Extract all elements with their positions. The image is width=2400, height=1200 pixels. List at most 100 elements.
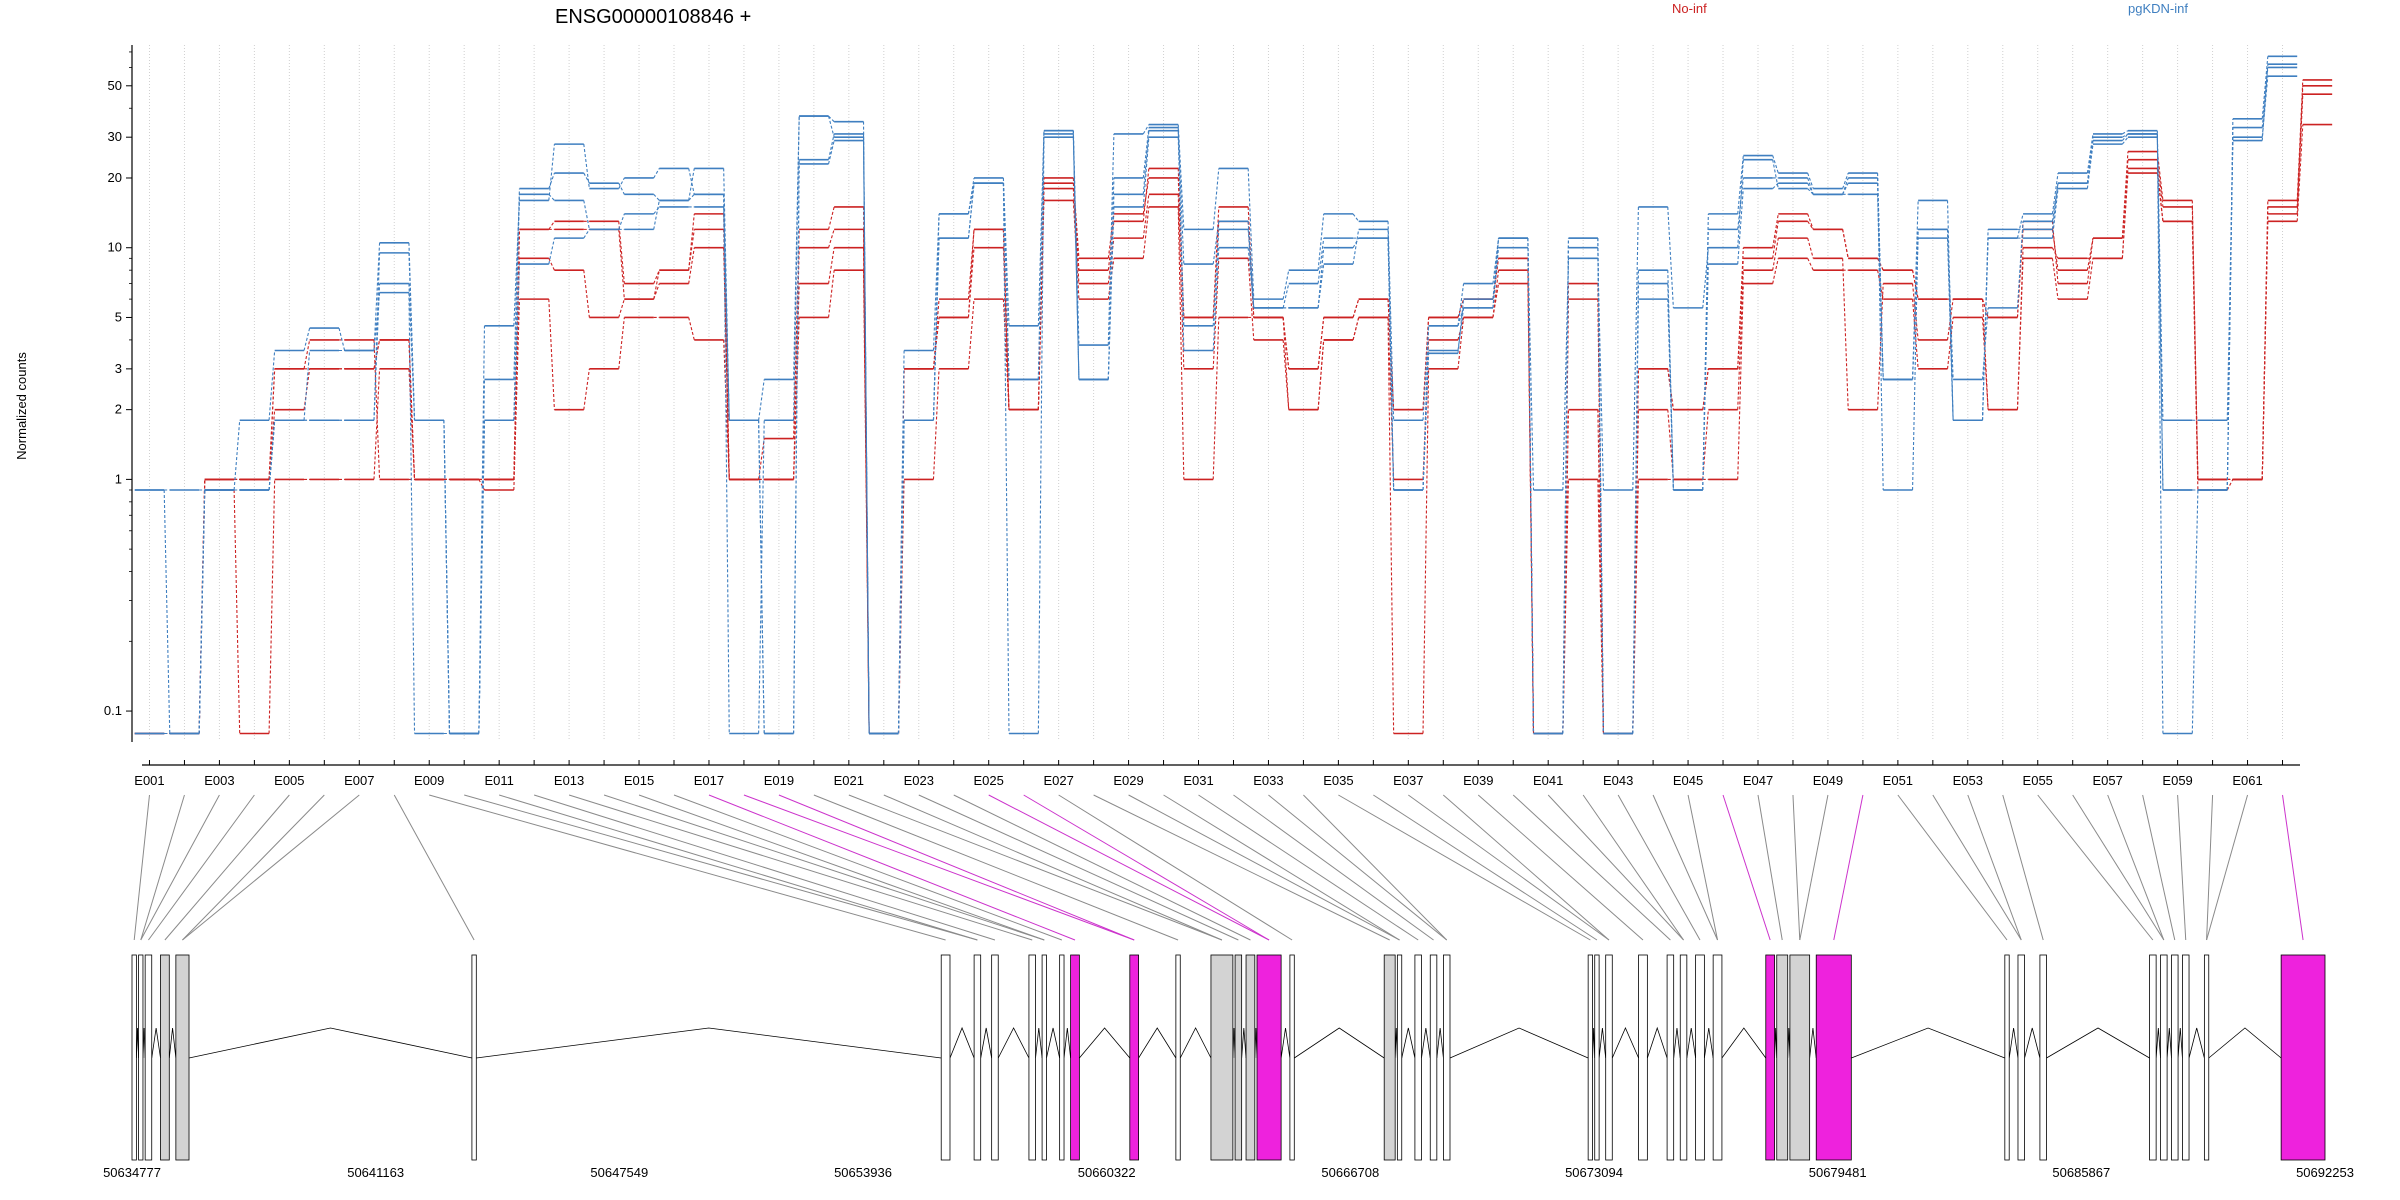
exon-connector	[1373, 794, 1598, 941]
series-connector	[1282, 317, 1290, 410]
exon-connector	[1897, 794, 2008, 941]
series-connector	[932, 213, 940, 351]
exon-block	[1443, 954, 1451, 1161]
series-connector	[1212, 258, 1220, 369]
series-connector	[2051, 173, 2059, 214]
series-connector	[2296, 124, 2304, 222]
series-connector	[1527, 238, 1535, 734]
series-connector	[1457, 298, 1465, 318]
exon-connector	[1128, 794, 1400, 941]
series-connector	[408, 292, 416, 734]
series-connector	[583, 270, 590, 318]
exon-connector	[1233, 794, 1434, 941]
series-connector	[2191, 206, 2199, 480]
exon-connector	[2002, 794, 2044, 941]
series-connector	[1772, 155, 1779, 174]
x-tick-label: E053	[1953, 773, 1983, 788]
series-connector	[2156, 130, 2164, 734]
coordinate-label: 50641163	[347, 1165, 404, 1180]
exon-connector	[393, 794, 475, 941]
exon-block	[1695, 954, 1705, 1161]
series-connector	[163, 489, 171, 734]
exon-connector	[1023, 794, 1270, 941]
exon-block	[1414, 954, 1422, 1161]
legend-no-inf: No-inf	[1672, 1, 1707, 16]
intron-line	[1703, 1027, 1714, 1059]
series-connector	[1282, 339, 1290, 410]
series-connector	[2296, 85, 2304, 207]
series-connector	[2051, 188, 2059, 239]
intron-line	[188, 1027, 472, 1059]
exon-connector	[673, 794, 1063, 941]
exon-connector	[1477, 794, 1644, 941]
exon-connector	[1268, 794, 1448, 941]
exon-connector	[918, 794, 1239, 941]
series-connector	[2121, 159, 2129, 239]
x-tick-label: E041	[1533, 773, 1563, 788]
exon-block	[940, 954, 951, 1161]
exon-block	[1605, 954, 1613, 1161]
intron-line	[2155, 1027, 2161, 1059]
x-tick-label: E017	[694, 773, 724, 788]
intron-line	[1686, 1027, 1697, 1059]
exon-connector	[182, 794, 360, 941]
intron-line	[2046, 1027, 2150, 1059]
series-connector	[2122, 130, 2129, 135]
series-connector	[1177, 194, 1185, 369]
series-connector	[1142, 137, 1150, 207]
x-tick-label: E011	[484, 773, 513, 788]
series-connector	[1772, 182, 1779, 189]
chart-title: ENSG00000108846 +	[555, 6, 751, 28]
series-connector	[1107, 213, 1115, 259]
series-connector	[828, 133, 835, 160]
exon-block	[1666, 954, 1675, 1161]
intron-line	[1421, 1027, 1431, 1059]
exon-connector	[2206, 794, 2249, 941]
exon-block	[1587, 954, 1593, 1161]
series-connector	[1107, 133, 1115, 346]
exon-block	[2017, 954, 2025, 1161]
exon-block	[1256, 954, 1282, 1161]
series-connector	[1842, 172, 1849, 189]
exon-connector	[603, 794, 1045, 941]
series-connector	[1177, 137, 1185, 326]
exon-connector	[2282, 794, 2304, 941]
exon-connector	[883, 794, 1223, 941]
series-connector	[1981, 238, 1989, 421]
series-connector	[653, 206, 660, 215]
exon-block	[1776, 954, 1789, 1161]
series-connector	[2156, 151, 2164, 201]
series-connector	[1667, 299, 1674, 491]
series-connector	[2086, 238, 2094, 284]
series-connector	[548, 299, 555, 410]
x-tick-label: E029	[1113, 773, 1143, 788]
series-connector	[1457, 317, 1465, 369]
series-connector	[583, 229, 590, 239]
intron-line	[1138, 1027, 1177, 1059]
exon-connector	[133, 794, 150, 941]
series-connector	[653, 168, 660, 179]
exon-block	[1070, 954, 1080, 1161]
y-axis-label: Normalized counts	[14, 352, 29, 460]
series-connector	[408, 283, 416, 421]
x-tick-label: E019	[764, 773, 794, 788]
series-connector	[2261, 67, 2269, 128]
series-connector	[1981, 299, 1989, 410]
series-connector	[2156, 133, 2164, 490]
series-connector	[1072, 183, 1080, 271]
series-connector	[1807, 221, 1814, 230]
series-connector	[2051, 229, 2059, 271]
series-connector	[2226, 137, 2234, 490]
series-connector	[478, 420, 486, 734]
series-connector	[1597, 247, 1604, 734]
series-connector	[688, 229, 695, 271]
x-tick-label: E059	[2162, 773, 2192, 788]
series-connector	[653, 193, 660, 201]
series-connector	[932, 368, 940, 480]
intron-line	[997, 1027, 1030, 1059]
exon-connector	[638, 794, 1045, 941]
exon-block	[2182, 954, 2190, 1161]
y-tick-label: 10	[108, 240, 122, 255]
x-tick-label: E025	[974, 773, 1004, 788]
exon-block	[1396, 954, 1403, 1161]
